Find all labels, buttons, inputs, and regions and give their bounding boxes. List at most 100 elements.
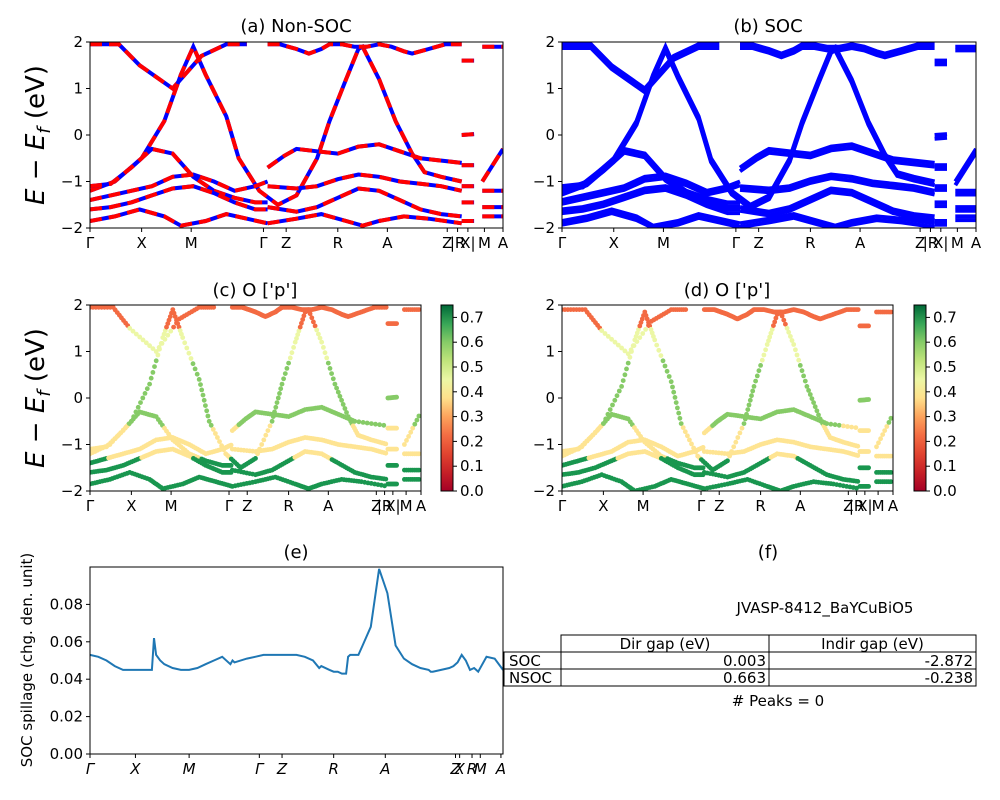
projection-point — [412, 421, 418, 427]
projection-point — [198, 382, 203, 387]
ytick-label: −2 — [61, 482, 83, 500]
projection-point — [394, 321, 399, 326]
projection-point — [750, 388, 756, 394]
projection-point — [866, 397, 871, 402]
projection-point — [753, 378, 758, 384]
xtick-label: Γ — [86, 234, 95, 252]
projection-point — [394, 463, 399, 468]
projection-point — [640, 331, 646, 336]
ytick-label: 0.00 — [50, 745, 83, 763]
projection-point — [660, 358, 666, 364]
projection-point — [402, 442, 407, 447]
xtick-label: Z — [714, 497, 724, 515]
projection-point — [321, 345, 326, 350]
projection-point — [627, 354, 633, 360]
colorbar-label: 0.5 — [460, 358, 484, 376]
projection-point — [884, 424, 890, 429]
panel-e-ylabel: SOC spillage (chg. den. unit) — [18, 553, 36, 768]
projection-point — [673, 400, 679, 405]
projection-point — [377, 422, 382, 428]
projection-point — [619, 384, 624, 389]
projection-point — [394, 446, 399, 452]
projection-point — [291, 345, 296, 350]
projection-point — [152, 364, 157, 369]
projection-point — [754, 373, 760, 379]
projection-point — [809, 396, 815, 401]
projection-point — [261, 437, 267, 443]
projection-point — [654, 342, 660, 348]
projection-point — [886, 420, 892, 425]
ytick-label: 0 — [73, 389, 83, 407]
xtick-label: X| — [933, 234, 948, 252]
table-cell: -2.872 — [925, 652, 973, 670]
projection-point — [878, 436, 883, 442]
projection-point — [799, 368, 805, 374]
projection-point — [784, 325, 790, 331]
projection-point — [786, 329, 792, 335]
projection-point — [171, 324, 177, 330]
projection-point — [277, 391, 282, 396]
projection-point — [849, 424, 854, 430]
table-cell: 0.663 — [723, 669, 766, 687]
projection-point — [369, 421, 374, 426]
band-line-red — [90, 172, 269, 203]
projection-point — [783, 321, 788, 327]
xtick-label: Γ — [732, 234, 741, 252]
projection-point — [416, 467, 421, 473]
band-line-split — [562, 187, 740, 216]
plot-frame-c — [89, 304, 422, 492]
projection-point — [629, 349, 634, 354]
projection-point — [325, 360, 331, 366]
projection-point — [866, 484, 871, 489]
ytick-label: 0 — [545, 126, 555, 144]
projection-point — [147, 343, 153, 349]
projection-point — [637, 335, 643, 340]
band-line — [562, 172, 741, 203]
band-line-blue — [90, 146, 268, 205]
xtick-label: M — [185, 234, 198, 252]
xtick-label: Z — [915, 234, 925, 252]
colorbar-gradient — [440, 304, 454, 492]
xtick-label: R — [283, 497, 293, 515]
xtick-label: A — [379, 760, 390, 778]
projection-point — [286, 360, 291, 366]
projection-point — [188, 356, 194, 361]
projection-point — [383, 476, 389, 482]
band-line-split — [740, 45, 935, 60]
projection-point — [394, 394, 399, 400]
peaks-count: # Peaks = 0 — [732, 692, 824, 710]
projection-point — [687, 437, 692, 443]
ytick-label: 1 — [545, 343, 555, 361]
projection-point — [814, 408, 820, 414]
xtick-label: M — [478, 234, 491, 252]
projection-point — [841, 423, 846, 429]
projection-point — [789, 338, 795, 343]
projection-point — [828, 421, 834, 427]
projection-point — [746, 402, 752, 408]
projection-point — [155, 352, 161, 358]
band-line-red — [267, 212, 462, 228]
projection-point — [804, 384, 810, 389]
colorbar-label: 0.7 — [933, 308, 957, 326]
projection-point — [756, 368, 762, 374]
projection-point — [381, 422, 387, 428]
projection-point — [745, 407, 751, 412]
projection-point — [329, 371, 334, 376]
projection-point — [680, 425, 686, 430]
projection-point — [339, 397, 344, 403]
ytick-label: −2 — [61, 219, 83, 237]
projection-point — [758, 363, 763, 368]
projection-point — [767, 334, 773, 340]
projection-point — [301, 313, 307, 319]
ytick-label: 0.02 — [50, 708, 83, 726]
projection-point — [263, 432, 269, 438]
panel-b-title: (b) SOC — [733, 16, 802, 37]
projection-point — [739, 425, 745, 431]
panel-c-title: (c) O ['p'] — [213, 280, 298, 301]
projection-point — [781, 317, 787, 323]
projection-point — [130, 328, 136, 334]
projection-point — [194, 371, 200, 377]
colorbar-label: 0.1 — [460, 457, 484, 475]
